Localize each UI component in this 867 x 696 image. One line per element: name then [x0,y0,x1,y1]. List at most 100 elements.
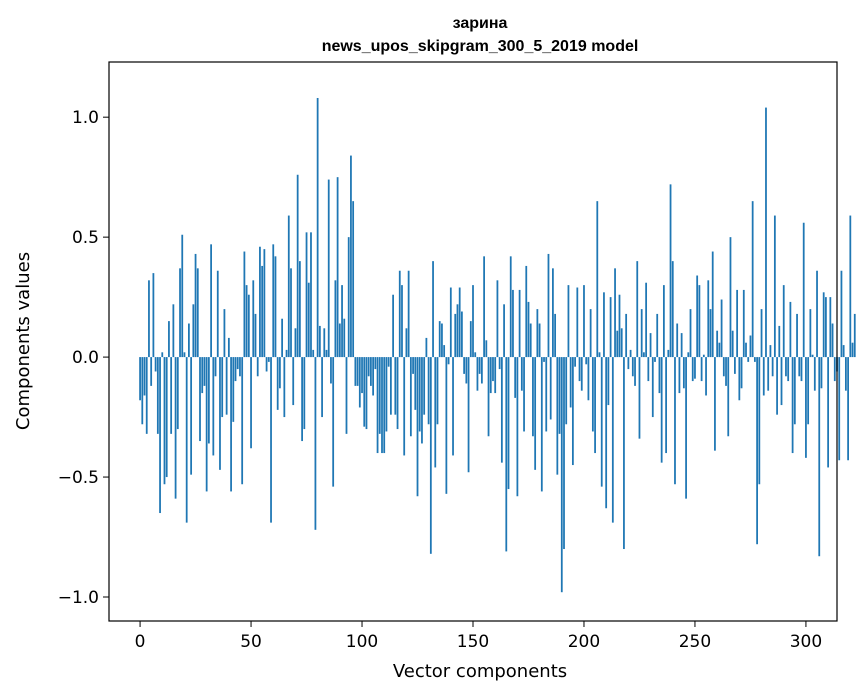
bar-89 [336,177,339,358]
bar-17 [176,357,179,430]
bar-243 [678,357,681,394]
bar-199 [580,357,583,391]
bar-128 [423,357,426,415]
bar-103 [367,357,370,377]
bar-63 [279,357,281,389]
bar-251 [696,275,699,358]
bar-221 [629,349,632,358]
bar-204 [591,357,594,432]
bar-183 [545,357,548,432]
bar-193 [567,285,570,358]
bar-279 [758,357,761,485]
bar-241 [674,357,676,485]
bar-259 [714,357,716,451]
bar-28 [201,357,204,394]
bar-254 [702,354,705,358]
bar-160 [494,357,497,394]
bar-305 [816,270,818,358]
bar-47 [243,251,246,358]
bar-274 [747,357,750,362]
bar-180 [538,323,541,358]
bar-239 [669,184,672,358]
bar-192 [565,357,568,425]
bar-244 [680,333,683,358]
bar-228 [645,282,648,358]
bar-189 [558,357,561,434]
bar-278 [756,357,758,545]
bar-240 [671,261,674,358]
bar-157 [487,357,490,437]
bar-73 [301,357,303,442]
bar-297 [798,357,801,377]
bar-11 [163,357,166,485]
bar-195 [571,357,574,466]
bar-161 [496,280,499,358]
bar-227 [643,352,645,358]
bar-40 [227,337,230,358]
bar-149 [469,321,472,358]
bar-30 [205,357,208,492]
bar-280 [760,309,763,358]
bar-27 [199,357,201,442]
bar-74 [303,357,306,430]
bar-112 [387,357,390,367]
bar-51 [252,280,255,358]
bar-246 [685,357,687,499]
bar-105 [372,357,375,396]
bar-288 [778,325,781,358]
bar-92 [343,318,346,358]
bar-266 [729,237,732,358]
bar-98 [356,357,359,386]
bar-200 [583,285,585,358]
y-axis-label: Components values [13,252,34,430]
bar-283 [767,357,770,391]
bar-220 [627,357,630,370]
bar-132 [432,261,434,358]
bar-215 [616,330,619,358]
bar-46 [241,357,244,485]
bar-317 [842,345,845,358]
bar-0 [139,357,141,401]
bar-150 [472,285,474,358]
bar-257 [709,309,712,358]
bar-12 [165,357,168,478]
bar-261 [718,342,721,358]
bar-59 [270,357,272,523]
bar-320 [849,215,852,358]
bar-258 [711,251,714,358]
bar-32 [210,244,212,358]
bar-21 [185,357,188,523]
bar-137 [443,345,446,358]
bar-110 [383,357,386,454]
bar-270 [738,357,741,401]
bar-22 [188,323,190,358]
bar-275 [749,335,752,358]
bar-108 [378,357,381,434]
bar-299 [802,222,805,358]
bar-296 [796,313,798,358]
bar-179 [536,309,539,358]
bar-125 [416,357,419,497]
bar-104 [370,357,372,386]
bar-286 [773,215,776,358]
bar-101 [363,357,366,427]
bar-142 [454,313,457,358]
bar-10 [161,352,164,358]
bar-236 [662,285,665,358]
bar-197 [576,287,579,358]
bar-169 [514,357,517,398]
bar-71 [296,174,299,358]
bar-139 [447,357,450,365]
bar-207 [598,352,601,358]
bar-53 [256,357,259,377]
bar-90 [338,323,341,358]
bar-176 [529,323,532,358]
bar-68 [290,268,292,358]
bar-219 [625,313,628,358]
bar-24 [192,304,195,358]
bar-252 [698,285,701,358]
bar-217 [620,328,623,358]
bar-154 [480,357,483,384]
bar-202 [587,357,590,401]
bar-205 [594,357,596,454]
